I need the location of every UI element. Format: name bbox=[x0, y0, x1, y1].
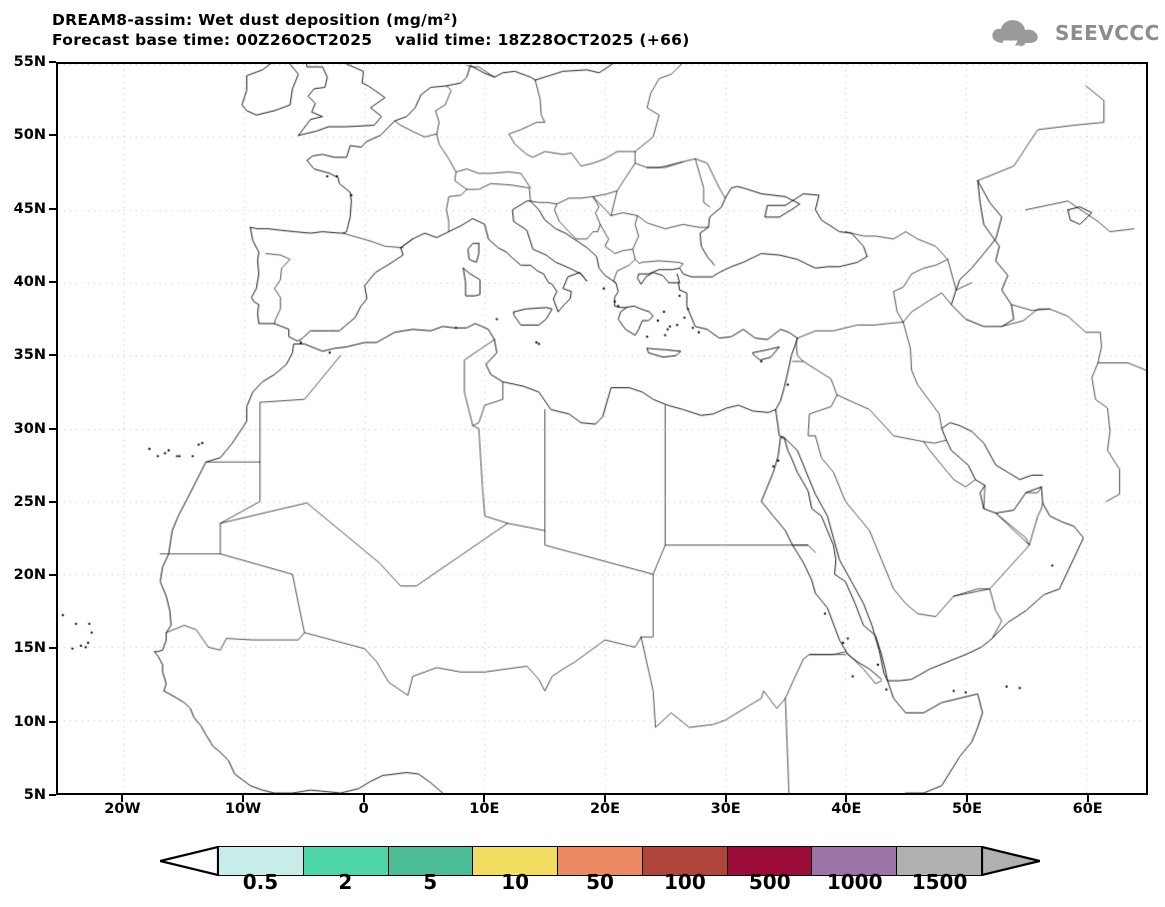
y-tick-label: 5N bbox=[23, 786, 46, 803]
colorbar-swatch[interactable] bbox=[897, 847, 982, 875]
base-time-value: 00Z26OCT2025 bbox=[236, 31, 373, 49]
cloud-icon bbox=[992, 20, 1038, 47]
y-tick-mark bbox=[49, 647, 56, 650]
base-time-label: Forecast base time: bbox=[52, 31, 231, 49]
colorbar-over-arrow bbox=[982, 846, 1040, 876]
map-plot-area[interactable] bbox=[56, 62, 1148, 795]
y-tick-label: 15N bbox=[13, 640, 46, 657]
colorbar[interactable] bbox=[160, 846, 1040, 876]
colorbar-under-arrow bbox=[160, 846, 218, 876]
colorbar-tick-label: 500 bbox=[748, 870, 791, 894]
x-tick-mark bbox=[845, 795, 848, 802]
valid-time-value: 18Z28OCT2025 bbox=[497, 31, 634, 49]
logo-text: SEEVCCC bbox=[1055, 21, 1160, 45]
colorbar-swatch[interactable] bbox=[303, 847, 389, 875]
colorbar-tick-label: 2 bbox=[338, 870, 353, 894]
x-tick-mark bbox=[362, 795, 365, 802]
y-tick-mark bbox=[49, 280, 56, 283]
x-tick-label: 20E bbox=[589, 801, 621, 817]
y-tick-label: 25N bbox=[13, 493, 46, 510]
colorbar-swatch[interactable] bbox=[558, 847, 643, 875]
y-tick-mark bbox=[49, 720, 56, 723]
coastline-map bbox=[58, 64, 1146, 793]
valid-time-label: valid time: bbox=[395, 31, 492, 49]
colorbar-tick-label: 100 bbox=[664, 870, 706, 894]
x-tick-mark bbox=[242, 795, 245, 802]
colorbar-tick-label: 1500 bbox=[911, 870, 968, 894]
y-tick-mark bbox=[49, 574, 56, 577]
chart-header: DREAM8-assim: Wet dust deposition (mg/m²… bbox=[0, 0, 1165, 58]
x-tick-mark bbox=[1086, 795, 1089, 802]
colorbar-swatch[interactable] bbox=[473, 847, 559, 875]
colorbar-swatch[interactable] bbox=[388, 847, 474, 875]
y-tick-mark bbox=[49, 500, 56, 503]
y-tick-label: 45N bbox=[13, 200, 46, 217]
y-tick-label: 20N bbox=[13, 566, 46, 583]
x-tick-mark bbox=[724, 795, 727, 802]
y-tick-mark bbox=[49, 134, 56, 137]
y-tick-label: 40N bbox=[13, 273, 46, 290]
forecast-lead-hours: (+66) bbox=[639, 31, 690, 49]
y-tick-label: 55N bbox=[13, 53, 46, 70]
x-tick-label: 40E bbox=[831, 801, 862, 817]
y-tick-label: 10N bbox=[13, 713, 46, 730]
colorbar-swatch[interactable] bbox=[219, 847, 304, 875]
colorbar-tick-label: 50 bbox=[586, 870, 614, 894]
y-tick-mark bbox=[49, 354, 56, 357]
field-units: (mg/m²) bbox=[385, 11, 459, 29]
y-tick-label: 35N bbox=[13, 346, 46, 363]
colorbar-tick-labels: 0.5 2 5 10 50 100 500 1000 1500 bbox=[160, 872, 1040, 900]
x-tick-mark bbox=[966, 795, 968, 802]
colorbar-swatch[interactable] bbox=[727, 847, 813, 875]
y-tick-mark bbox=[49, 794, 56, 796]
page-title: DREAM8-assim: Wet dust deposition (mg/m²… bbox=[52, 11, 458, 29]
colorbar-tick-label: 1000 bbox=[826, 870, 883, 894]
x-tick-label: 10E bbox=[469, 801, 500, 817]
forecast-time-line: Forecast base time: 00Z26OCT2025 valid t… bbox=[52, 31, 690, 49]
x-tick-mark bbox=[121, 795, 124, 802]
y-tick-mark bbox=[49, 207, 56, 210]
y-tick-mark bbox=[49, 427, 56, 430]
x-tick-label: 60E bbox=[1072, 801, 1103, 817]
y-tick-mark bbox=[49, 61, 56, 63]
field-name: Wet dust deposition bbox=[198, 11, 381, 29]
x-tick-mark bbox=[483, 795, 486, 802]
x-tick-label: 10W bbox=[224, 801, 262, 817]
seevccc-logo: SEEVCCC bbox=[990, 16, 1159, 50]
colorbar-swatch[interactable] bbox=[812, 847, 898, 875]
x-tick-label: 50E bbox=[951, 801, 983, 817]
model-name: DREAM8-assim: bbox=[52, 11, 193, 29]
x-tick-mark bbox=[604, 795, 607, 802]
colorbar-tick-label: 5 bbox=[423, 870, 438, 894]
colorbar-swatches[interactable] bbox=[218, 846, 982, 876]
colorbar-tick-label: 0.5 bbox=[242, 870, 279, 894]
x-tick-label: 30E bbox=[710, 801, 741, 817]
colorbar-tick-label: 10 bbox=[501, 870, 530, 894]
y-tick-label: 50N bbox=[13, 127, 46, 144]
colorbar-swatch[interactable] bbox=[642, 847, 728, 875]
x-tick-label: 0 bbox=[358, 801, 369, 817]
x-tick-label: 20W bbox=[104, 801, 141, 817]
y-tick-label: 30N bbox=[13, 420, 46, 437]
